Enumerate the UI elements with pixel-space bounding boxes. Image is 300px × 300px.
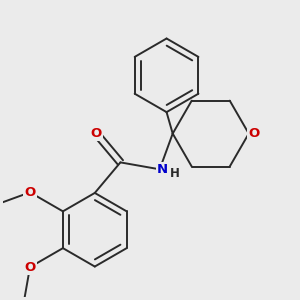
Text: H: H (170, 167, 180, 180)
Text: O: O (90, 127, 102, 140)
Text: O: O (24, 186, 36, 199)
Text: O: O (24, 261, 36, 274)
Text: O: O (248, 127, 259, 140)
Text: N: N (157, 163, 168, 176)
